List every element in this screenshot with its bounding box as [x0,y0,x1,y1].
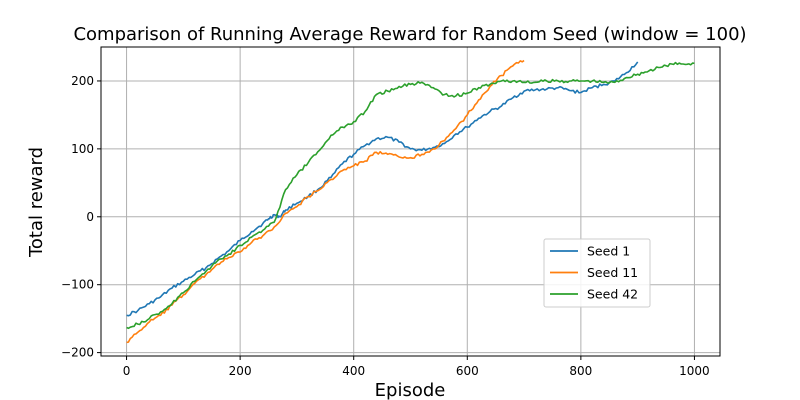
legend: Seed 1 Seed 11 Seed 42 [543,238,651,308]
y-tick-label: −100 [61,278,94,292]
chart-title: Comparison of Running Average Reward for… [73,24,746,45]
y-tick-label: 0 [86,210,94,224]
y-tick-label: 100 [71,142,94,156]
legend-label: Seed 11 [587,265,638,280]
series-line-2 [126,59,525,344]
x-tick-label: 800 [569,364,592,378]
x-tick-label: 0 [123,364,131,378]
legend-label: Seed 1 [587,244,630,259]
grid-layer [101,47,720,356]
y-axis-label: Total reward [26,147,47,258]
plot-frame [100,46,721,357]
legend-box [543,238,651,308]
series-layer [126,59,695,344]
x-axis-label: Episode [375,380,446,400]
x-tick-label: 600 [456,364,479,378]
legend-label: Seed 42 [587,287,638,302]
series-line-3 [126,61,695,330]
series-line-1 [126,61,639,317]
y-tick-label: 200 [71,74,94,88]
tick-layer: 0 200 400 600 800 1000 −200 −100 0 100 200 [61,74,710,378]
x-tick-label: 1000 [679,364,710,378]
y-tick-label: −200 [61,346,94,360]
x-tick-label: 400 [342,364,365,378]
x-tick-label: 200 [229,364,252,378]
